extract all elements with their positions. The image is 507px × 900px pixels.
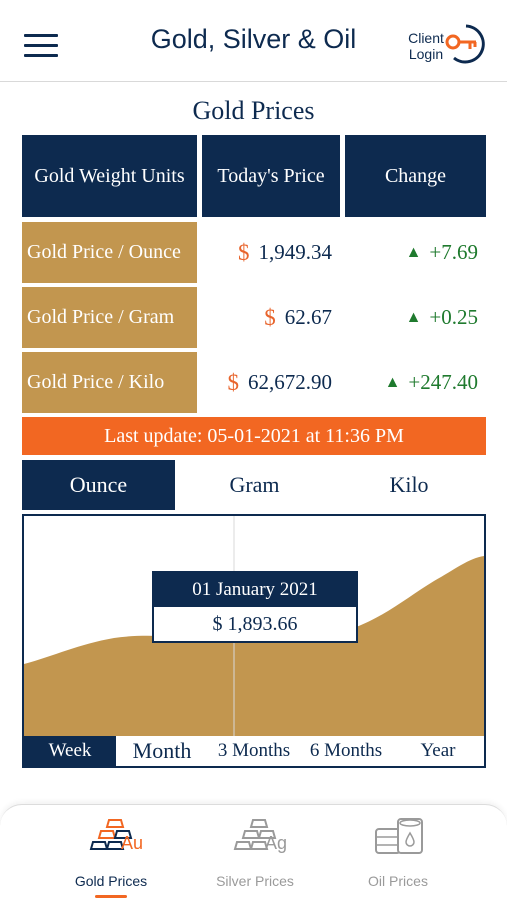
key-icon bbox=[445, 24, 485, 64]
price-gram: $ 62.67 bbox=[202, 287, 340, 348]
price-value: 62,672.90 bbox=[248, 370, 332, 394]
tooltip-value: $ 1,893.66 bbox=[212, 612, 298, 635]
unit-label-kilo: Gold Price / Kilo bbox=[22, 352, 197, 413]
change-value: +0.25 bbox=[429, 305, 478, 329]
bottom-navigation: Au Gold Prices Ag Silver Prices Oil Pric… bbox=[0, 804, 507, 900]
svg-text:Au: Au bbox=[121, 833, 143, 853]
currency-symbol: $ bbox=[227, 369, 240, 395]
app-title: Gold, Silver & Oil bbox=[150, 24, 357, 54]
price-value: 1,949.34 bbox=[258, 240, 333, 264]
nav-label-gold: Gold Prices bbox=[74, 873, 148, 889]
nav-gold-prices[interactable]: Au Gold Prices bbox=[51, 815, 171, 898]
nav-silver-prices[interactable]: Ag Silver Prices bbox=[195, 815, 315, 895]
currency-symbol: $ bbox=[264, 304, 276, 330]
nav-label-oil: Oil Prices bbox=[368, 873, 428, 889]
range-tab-week[interactable]: Week bbox=[24, 736, 116, 766]
chart-tooltip: 01 January 2021 $ 1,893.66 bbox=[152, 571, 358, 643]
silver-bars-icon: Ag bbox=[233, 819, 287, 853]
change-ounce: ▲ +7.69 bbox=[345, 222, 486, 283]
price-ounce: $ 1,949.34 bbox=[202, 222, 340, 283]
unit-label-gram: Gold Price / Gram bbox=[22, 287, 197, 348]
tab-kilo[interactable]: Kilo bbox=[389, 472, 429, 497]
tab-ounce[interactable]: Ounce bbox=[22, 460, 175, 510]
up-arrow-icon: ▲ bbox=[405, 308, 422, 326]
oil-barrels-icon bbox=[375, 818, 423, 854]
last-update-banner: Last update: 05-01-2021 at 11:36 PM bbox=[22, 417, 486, 455]
svg-text:Ag: Ag bbox=[265, 833, 287, 853]
change-value: +247.40 bbox=[408, 370, 478, 394]
header-weight-units: Gold Weight Units bbox=[22, 135, 197, 217]
price-area bbox=[24, 556, 484, 736]
change-kilo: ▲ +247.40 bbox=[345, 352, 486, 413]
active-indicator bbox=[95, 895, 127, 898]
range-tab-month[interactable]: Month bbox=[132, 738, 192, 763]
tooltip-date: 01 January 2021 bbox=[154, 573, 356, 607]
unit-label-ounce: Gold Price / Ounce bbox=[22, 222, 197, 283]
price-kilo: $ 62,672.90 bbox=[202, 352, 340, 413]
change-gram: ▲ +0.25 bbox=[345, 287, 486, 348]
gold-bars-icon: Au bbox=[89, 819, 143, 853]
hamburger-menu-icon[interactable] bbox=[24, 32, 58, 60]
change-value: +7.69 bbox=[429, 240, 478, 264]
price-chart[interactable]: 01 January 2021 $ 1,893.66 Week Month 3 … bbox=[22, 514, 486, 768]
client-login-button[interactable]: Client Login bbox=[402, 22, 490, 66]
nav-oil-prices[interactable]: Oil Prices bbox=[338, 815, 458, 895]
range-tab-3-months[interactable]: 3 Months bbox=[217, 740, 291, 761]
price-value: 62.67 bbox=[284, 305, 332, 329]
tab-gram[interactable]: Gram bbox=[229, 472, 280, 497]
app-header: Gold, Silver & Oil Client Login bbox=[0, 0, 507, 82]
range-tabs: Week Month 3 Months 6 Months Year bbox=[24, 736, 484, 766]
currency-symbol: $ bbox=[238, 239, 250, 265]
page-title: Gold Prices bbox=[192, 96, 315, 125]
up-arrow-icon: ▲ bbox=[405, 243, 422, 261]
unit-tabs: Ounce Gram Kilo bbox=[22, 460, 486, 510]
header-todays-price: Today's Price bbox=[202, 135, 340, 217]
client-login-label: Client Login bbox=[408, 30, 444, 62]
range-tab-6-months[interactable]: 6 Months bbox=[309, 740, 383, 761]
header-change: Change bbox=[345, 135, 486, 217]
range-tab-year[interactable]: Year bbox=[420, 740, 456, 761]
up-arrow-icon: ▲ bbox=[384, 373, 401, 391]
nav-label-silver: Silver Prices bbox=[216, 873, 294, 889]
